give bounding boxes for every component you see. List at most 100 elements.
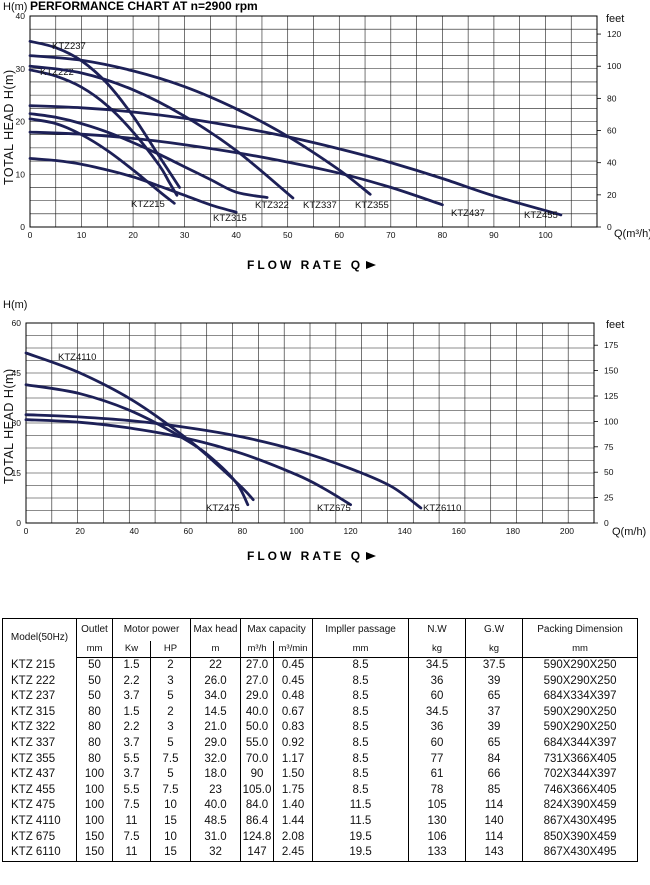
- table-cell: 7.5: [112, 798, 151, 814]
- table-cell: 90: [240, 767, 275, 783]
- specification-table-body: Model(50Hz) Outlet Motor power Max head …: [2, 618, 639, 862]
- table-cell: 147: [240, 845, 275, 862]
- table-cell: 8.5: [312, 704, 410, 721]
- chart1-flow-title: FLOW RATE Q: [247, 258, 363, 272]
- chart2-plot-area: 0 20 40 60 80 100 120 140 160 180 200 0 15 30 45 60 0 25 5…: [12, 318, 619, 536]
- y-tick-label: 10: [16, 169, 26, 179]
- plot-frame: [29, 15, 598, 228]
- unit-gross-weight: kg: [465, 641, 524, 658]
- y-tick-label: 40: [16, 11, 26, 21]
- table-cell: 105: [408, 798, 467, 814]
- table-cell: 26.0: [190, 673, 242, 690]
- table-cell: 34.5: [408, 657, 467, 674]
- table-cell: 11: [112, 845, 151, 862]
- table-cell: 1.44: [273, 813, 314, 830]
- unit-packing: mm: [522, 641, 639, 658]
- curve-ktz222: [28, 68, 179, 197]
- header-packing-dimension: Packing Dimension: [522, 618, 639, 641]
- table-row: KTZ 337 80 3.7 5 29.0 55.0 0.92 8.5 60 65 684X344X…: [2, 735, 639, 752]
- curve-label-ktz475: KTZ475: [206, 503, 240, 514]
- table-cell: KTZ 6110: [2, 845, 77, 862]
- header-net-weight: N.W: [408, 618, 467, 641]
- table-cell: 133: [408, 845, 467, 862]
- feet-tick-label: 150: [604, 366, 618, 376]
- x-tick-label: 80: [438, 230, 448, 240]
- table-cell: 1.50: [273, 767, 314, 783]
- table-cell: 1.75: [273, 782, 314, 799]
- table-row: KTZ 215 50 1.5 2 22 27.0 0.45 8.5 34.5 37.5 590X29…: [2, 657, 639, 674]
- table-cell: 100: [76, 767, 113, 783]
- table-cell: 60: [408, 689, 467, 705]
- feet-tick-label: 75: [604, 442, 614, 452]
- table-row: KTZ 675 150 7.5 10 31.0 124.8 2.08 19.5 106 114 85…: [2, 829, 639, 846]
- x-tick-label: 140: [398, 526, 412, 536]
- specification-table-wrap: Model(50Hz) Outlet Motor power Max head …: [2, 618, 639, 862]
- table-cell: 50: [76, 673, 113, 690]
- table-cell: 8.5: [312, 657, 410, 674]
- curve-label-ktz355: KTZ355: [355, 200, 389, 211]
- unit-net-weight: kg: [408, 641, 467, 658]
- table-cell: 5: [149, 689, 192, 705]
- curve-label-ktz4110: KTZ4110: [58, 352, 96, 363]
- x-tick-label: 100: [289, 526, 303, 536]
- table-cell: 106: [408, 829, 467, 846]
- table-cell: 23: [190, 782, 242, 799]
- table-cell: 80: [76, 720, 113, 736]
- chart2-flow-title: FLOW RATE Q: [247, 549, 363, 563]
- feet-tick-label: 120: [607, 29, 621, 39]
- table-cell: 84: [465, 751, 524, 768]
- table-cell: 11.5: [312, 813, 410, 830]
- table-cell: 19.5: [312, 829, 410, 846]
- x-tick-label: 40: [231, 230, 241, 240]
- table-cell: 867X430X495: [522, 845, 639, 862]
- table-cell: 37.5: [465, 657, 524, 674]
- chart2-flow-arrow-icon: [366, 552, 376, 560]
- chart1-y-title: TOTAL HEAD H(m): [2, 69, 16, 185]
- curve-ktz337: [28, 64, 295, 200]
- table-cell: 2.45: [273, 845, 314, 862]
- table-row: KTZ 237 50 3.7 5 34.0 29.0 0.48 8.5 60 65 684X334X…: [2, 689, 639, 705]
- table-cell: 7.5: [149, 751, 192, 768]
- table-cell: 114: [465, 798, 524, 814]
- table-cell: 78: [408, 782, 467, 799]
- unit-capacity-m3min: m³/min: [273, 641, 314, 658]
- x-tick-label: 50: [283, 230, 293, 240]
- table-cell: 0.45: [273, 673, 314, 690]
- table-cell: 40.0: [240, 704, 275, 721]
- x-tick-label: 0: [24, 526, 29, 536]
- table-cell: 8.5: [312, 720, 410, 736]
- table-cell: 27.0: [240, 673, 275, 690]
- table-cell: 5: [149, 735, 192, 752]
- table-cell: KTZ 437: [2, 767, 77, 783]
- feet-tick-label: 50: [604, 467, 614, 477]
- table-cell: 61: [408, 767, 467, 783]
- curve-label-ktz322: KTZ322: [255, 200, 289, 211]
- curve-label-ktz215: KTZ215: [131, 199, 165, 210]
- table-cell: 29.0: [240, 689, 275, 705]
- table-cell: 130: [408, 813, 467, 830]
- unit-head: m: [190, 641, 242, 658]
- table-cell: 2.2: [112, 720, 151, 736]
- header-max-head: Max head: [190, 618, 242, 641]
- plot-frame: [25, 322, 595, 524]
- table-cell: 10: [149, 829, 192, 846]
- curve-ktz4110: [24, 351, 255, 502]
- table-cell: 11: [112, 813, 151, 830]
- chart2-y-title: TOTAL HEAD H(m): [2, 368, 16, 484]
- table-cell: 590X290X250: [522, 720, 639, 736]
- table-cell: 70.0: [240, 751, 275, 768]
- table-cell: 0.92: [273, 735, 314, 752]
- table-cell: KTZ 337: [2, 735, 77, 752]
- table-cell: 34.0: [190, 689, 242, 705]
- performance-chart-1: H(m) PERFORMANCE CHART AT n=2900 rpm fee…: [2, 0, 650, 272]
- table-cell: 3.7: [112, 735, 151, 752]
- header-motor-power: Motor power: [111, 618, 192, 641]
- unit-kw: Kw: [112, 641, 151, 658]
- x-tick-label: 30: [180, 230, 190, 240]
- feet-tick-label: 100: [607, 61, 621, 71]
- table-cell: 39: [465, 673, 524, 690]
- feet-tick-label: 175: [604, 340, 618, 350]
- performance-chart-2: H(m) feet TOTAL HEAD H(m) 0 20 40 60 80 100 12…: [2, 299, 646, 563]
- x-tick-label: 20: [75, 526, 85, 536]
- table-header-row: Model(50Hz) Outlet Motor power Max head …: [2, 618, 639, 658]
